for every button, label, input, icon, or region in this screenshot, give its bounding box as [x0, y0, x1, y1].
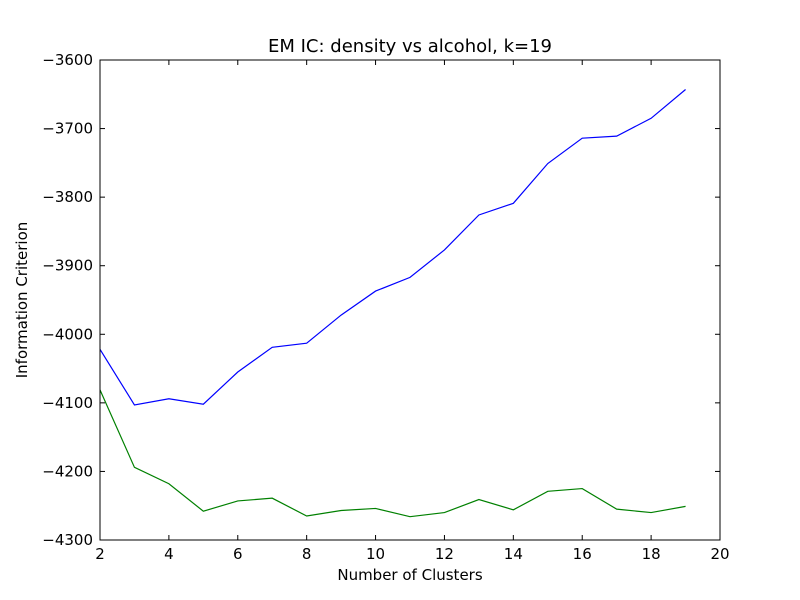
x-tick-label: 6 [233, 545, 243, 563]
y-tick-label: −4200 [42, 462, 93, 480]
y-tick-label: −3900 [42, 257, 93, 275]
y-tick-label: −3800 [42, 188, 93, 206]
series-line-2 [99, 389, 686, 518]
x-tick-label: 18 [642, 545, 661, 563]
y-tick-label: −4000 [42, 325, 93, 343]
chart-title: EM IC: density vs alcohol, k=19 [268, 36, 552, 57]
x-axis-ticks: 2 4 6 8 10 12 14 16 18 20 [95, 60, 730, 563]
x-tick-label: 20 [710, 545, 729, 563]
y-axis-ticks: −3600 −3700 −3800 −3900 −4000 −4100 −4200 −4300 [42, 51, 720, 549]
x-axis-label: Number of Clusters [337, 566, 482, 584]
y-tick-label: −3600 [42, 51, 93, 69]
y-axis-label: Information Criterion [13, 222, 31, 379]
series-line-1 [99, 89, 686, 406]
x-tick-label: 14 [504, 545, 523, 563]
series-layer [99, 89, 686, 518]
y-tick-label: −4300 [42, 531, 93, 549]
y-tick-label: −3700 [42, 120, 93, 138]
x-tick-label: 8 [302, 545, 312, 563]
x-tick-label: 2 [95, 545, 105, 563]
plot-frame [99, 59, 721, 541]
x-tick-label: 12 [435, 545, 454, 563]
y-tick-label: −4100 [42, 394, 93, 412]
x-tick-label: 4 [164, 545, 174, 563]
x-tick-label: 10 [366, 545, 385, 563]
x-tick-label: 16 [573, 545, 592, 563]
